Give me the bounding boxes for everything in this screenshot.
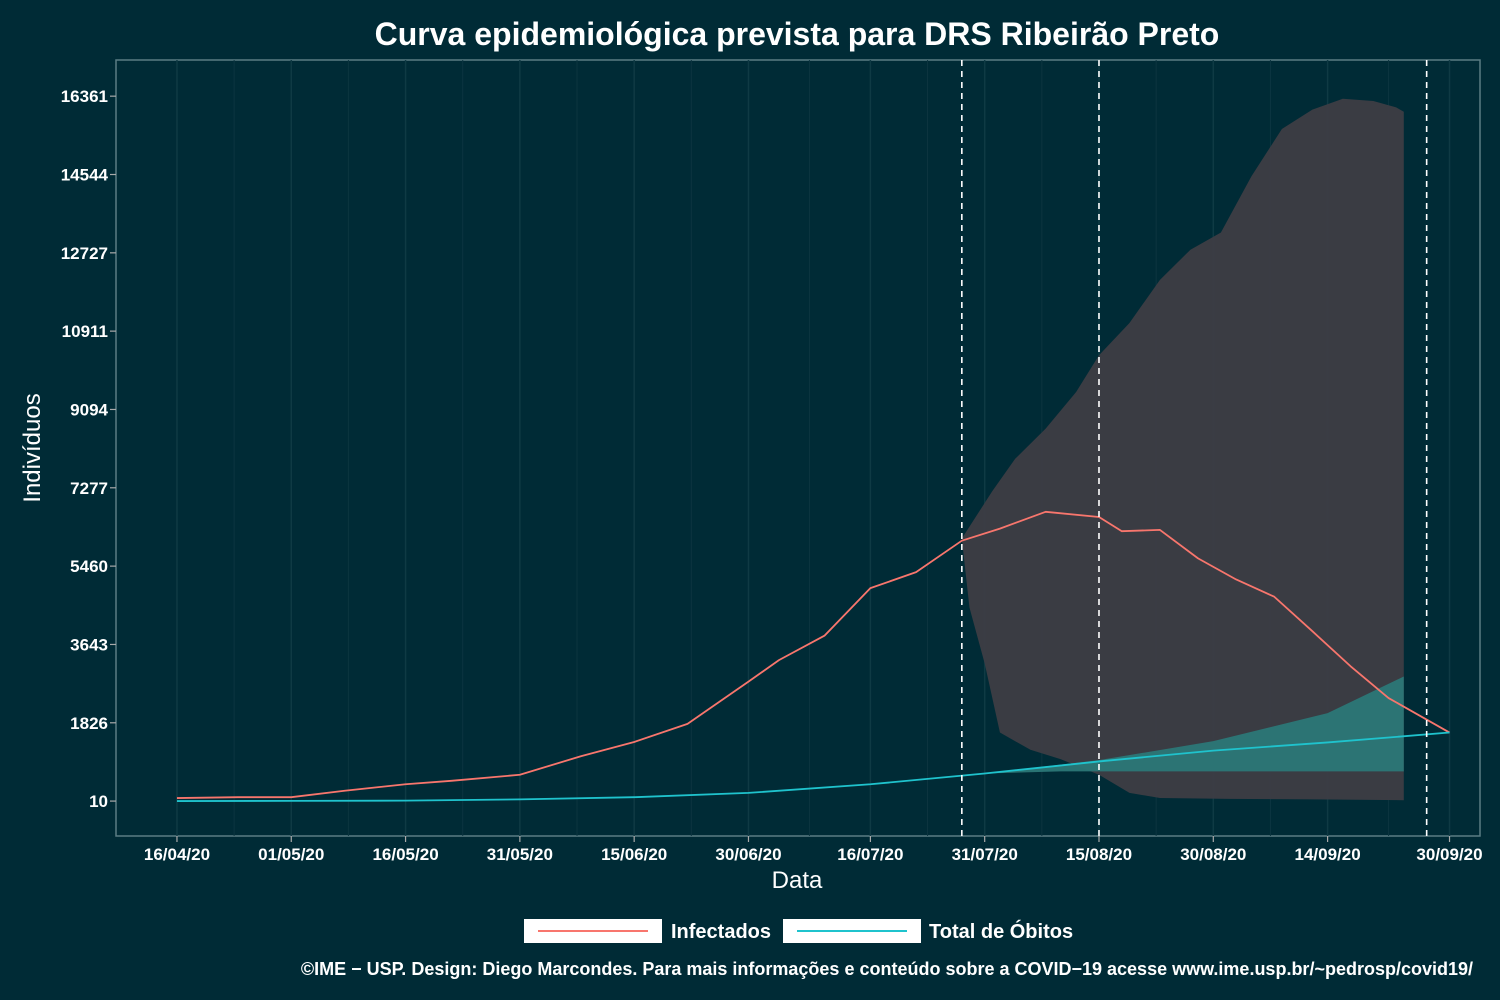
x-tick-label: 14/09/20	[1295, 845, 1361, 864]
plot-panel	[115, 59, 1481, 837]
x-tick-label: 16/04/20	[144, 845, 210, 864]
y-tick-label: 9094	[70, 400, 108, 419]
legend-label-obitos: Total de Óbitos	[929, 919, 1073, 943]
y-tick-label: 16361	[61, 87, 108, 106]
x-tick-label: 15/08/20	[1066, 845, 1132, 864]
x-tick-label: 30/08/20	[1180, 845, 1246, 864]
series-line-infectados	[176, 510, 1450, 799]
y-tick-label: 5460	[70, 557, 108, 576]
x-tick-label: 31/07/20	[952, 845, 1018, 864]
y-tick-label: 12727	[61, 244, 108, 263]
ci-band-infectados	[961, 98, 1404, 801]
chart-title: Curva epidemiológica prevista para DRS R…	[375, 16, 1220, 52]
x-tick-label: 30/09/20	[1416, 845, 1482, 864]
x-tick-label: 30/06/20	[715, 845, 781, 864]
x-axis-title: Data	[772, 867, 823, 894]
ci-band-total-de-obitos	[984, 676, 1404, 774]
y-tick-label: 10911	[62, 322, 108, 341]
line-layer	[176, 510, 1450, 802]
y-tick-label: 14544	[61, 166, 109, 185]
x-tick-label: 16/07/20	[837, 845, 903, 864]
y-axis: 10 1826 3643 5460 7277 9094 10911 12727 14544 163…	[61, 87, 116, 811]
x-tick-label: 01/05/20	[258, 845, 324, 864]
y-tick-label: 1826	[70, 714, 108, 733]
legend-label-infectados: Infectados	[671, 921, 771, 943]
x-tick-label: 31/05/20	[487, 845, 553, 864]
band-layer	[961, 98, 1404, 801]
x-tick-label: 15/06/20	[601, 845, 667, 864]
footer-caption: ©IME − USP. Design: Diego Marcondes. Par…	[301, 959, 1473, 979]
series-line-total-de-obitos	[176, 731, 1450, 802]
legend: Infectados Total de Óbitos	[524, 919, 1073, 943]
x-axis: 16/04/20 01/05/20 16/05/20 31/05/20 15/06/20…	[144, 836, 1483, 864]
y-axis-title: Indivíduos	[19, 393, 46, 502]
vline-layer	[961, 60, 1428, 836]
y-tick-label: 3643	[70, 635, 108, 654]
x-tick-label: 16/05/20	[372, 845, 438, 864]
y-tick-label: 7277	[70, 479, 108, 498]
y-tick-label: 10	[89, 792, 108, 811]
